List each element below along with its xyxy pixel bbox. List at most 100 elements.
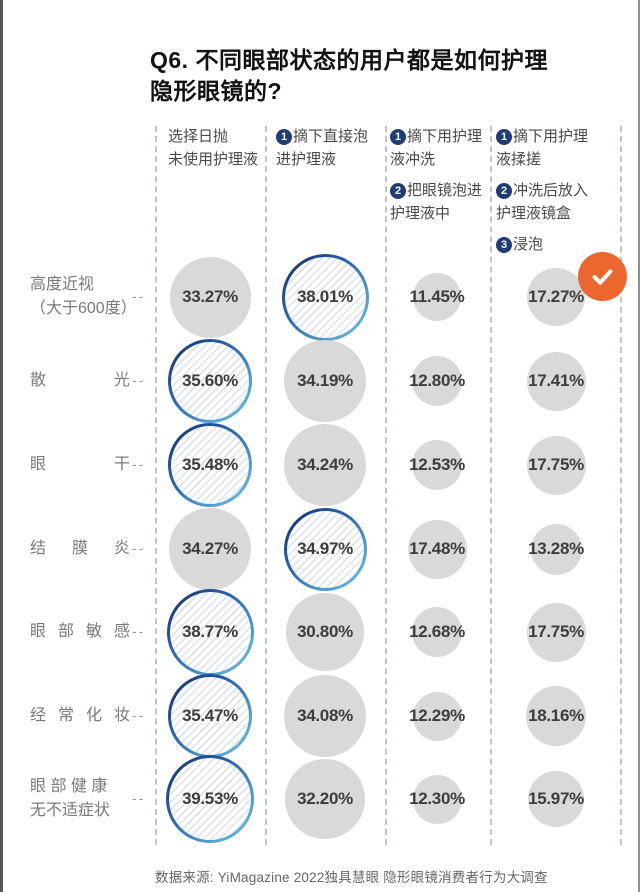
bubble: 34.19% bbox=[284, 340, 366, 422]
bubble: 34.27% bbox=[169, 508, 251, 590]
step-number-icon: 1 bbox=[390, 129, 406, 145]
bubble: 15.97% bbox=[528, 771, 584, 827]
column-header-2: 1 摘下直接泡 进护理液 bbox=[276, 126, 375, 180]
bubble: 12.80% bbox=[409, 356, 465, 406]
data-source: 数据来源: YiMagazine 2022独具慧眼 隐形眼镜消费者行为大调查 bbox=[155, 870, 548, 885]
row-tick: -- bbox=[132, 707, 146, 724]
bubble-value: 35.47% bbox=[182, 706, 238, 725]
row-tick: -- bbox=[132, 623, 146, 640]
bubble: 11.45% bbox=[410, 273, 465, 321]
bubble: 34.08% bbox=[284, 675, 366, 757]
left-border bbox=[0, 0, 3, 892]
bubble-value: 18.16% bbox=[528, 706, 584, 725]
header-step: 1 摘下用护理 液揉搓 bbox=[496, 128, 589, 168]
bubble-hatch-fill: 35.47% bbox=[171, 677, 249, 755]
bubble: 38.77% bbox=[166, 588, 254, 676]
bubble-hatch-fill: 38.01% bbox=[284, 256, 366, 338]
bubble: 17.48% bbox=[407, 519, 467, 579]
right-border bbox=[638, 0, 640, 892]
bubble: 18.16% bbox=[526, 686, 586, 746]
bubble-hatch-fill: 39.53% bbox=[169, 758, 251, 840]
bubble-value: 39.53% bbox=[182, 789, 238, 808]
step-number-icon: 3 bbox=[496, 237, 512, 253]
bubble-value: 17.41% bbox=[528, 371, 584, 390]
column-divider-3 bbox=[385, 126, 387, 845]
bubble: 12.29% bbox=[409, 691, 465, 741]
bubble: 12.30% bbox=[409, 774, 465, 824]
bubble: 13.28% bbox=[528, 523, 584, 575]
header-step: 1 摘下直接泡 进护理液 bbox=[276, 128, 369, 168]
bubble-value: 34.97% bbox=[297, 539, 353, 558]
bubble-hatch-fill: 35.60% bbox=[171, 342, 249, 420]
bubble-value: 15.97% bbox=[528, 789, 584, 808]
header-step: 2 冲洗后放入 护理液镜盒 bbox=[496, 182, 589, 222]
bubble-value: 33.27% bbox=[182, 287, 238, 306]
step-number-icon: 2 bbox=[390, 183, 406, 199]
bubble-value: 11.45% bbox=[409, 287, 465, 306]
bubble-value: 34.24% bbox=[297, 455, 353, 474]
bubble: 12.68% bbox=[409, 607, 465, 657]
highlight-check-badge bbox=[578, 252, 627, 301]
row-tick: -- bbox=[132, 790, 146, 807]
row-label: 高度近视 （大于600度） bbox=[30, 276, 137, 317]
column-divider-1 bbox=[155, 126, 157, 845]
row-tick: -- bbox=[132, 540, 146, 557]
bubble: 35.47% bbox=[168, 674, 252, 758]
bubble-value: 38.01% bbox=[297, 287, 353, 306]
bubble-value: 35.48% bbox=[182, 455, 238, 474]
row-label: 眼干 bbox=[30, 456, 130, 473]
bubble-value: 17.75% bbox=[528, 622, 584, 641]
bubble-value: 13.28% bbox=[528, 539, 584, 558]
column-header-1: 选择日抛 未使用护理液 bbox=[168, 126, 267, 180]
header-step: 2 把眼镜泡进 护理液中 bbox=[390, 182, 483, 222]
bubble: 17.75% bbox=[526, 602, 586, 662]
bubble: 35.60% bbox=[168, 339, 252, 423]
bubble-hatch-fill: 34.97% bbox=[286, 510, 364, 588]
row-label: 散光 bbox=[30, 372, 130, 389]
header-step: 1 摘下用护理 液冲洗 bbox=[390, 128, 483, 168]
bubble-hatch-fill: 38.77% bbox=[169, 591, 251, 673]
bubble: 34.24% bbox=[284, 424, 366, 506]
header-step: 3 浸泡 bbox=[496, 234, 595, 257]
header-step: 选择日抛 未使用护理液 bbox=[168, 128, 259, 168]
row-tick: -- bbox=[132, 372, 146, 389]
bubble-value: 34.27% bbox=[182, 539, 238, 558]
bubble-value: 12.29% bbox=[409, 706, 465, 725]
column-divider-5 bbox=[620, 126, 622, 845]
bubble-value: 12.68% bbox=[409, 622, 465, 641]
bubble: 17.75% bbox=[526, 435, 586, 495]
check-icon bbox=[592, 269, 613, 285]
bubble: 17.41% bbox=[526, 351, 586, 411]
column-header-3: 1 摘下用护理 液冲洗 2 把眼镜泡进 护理液中 bbox=[390, 126, 489, 234]
row-label: 结膜炎 bbox=[30, 540, 130, 557]
bubble: 39.53% bbox=[166, 755, 254, 843]
bubble-value: 30.80% bbox=[297, 622, 353, 641]
step-number-icon: 1 bbox=[496, 129, 512, 145]
bubble: 35.48% bbox=[168, 423, 252, 507]
bubble-value: 17.48% bbox=[409, 539, 465, 558]
column-header-4: 1 摘下用护理 液揉搓 2 冲洗后放入 护理液镜盒 3 浸泡 bbox=[496, 126, 595, 266]
step-number-icon: 2 bbox=[496, 183, 512, 199]
row-tick: -- bbox=[132, 456, 146, 473]
column-divider-4 bbox=[490, 126, 492, 845]
row-label: 眼 部 健 康 无不适症状 bbox=[30, 778, 111, 819]
bubble: 38.01% bbox=[281, 253, 369, 341]
bubble: 34.97% bbox=[283, 507, 367, 591]
step-number-icon: 1 bbox=[276, 129, 292, 145]
bubble-value: 34.19% bbox=[297, 371, 353, 390]
bubble: 12.53% bbox=[409, 440, 465, 490]
chart-title: Q6. 不同眼部状态的用户都是如何护理 隐形眼镜的? bbox=[150, 47, 548, 105]
bubble-value: 17.75% bbox=[528, 455, 584, 474]
bubble: 30.80% bbox=[286, 593, 364, 671]
bubble-hatch-fill: 35.48% bbox=[171, 426, 249, 504]
bubble-value: 12.80% bbox=[409, 371, 465, 390]
bubble-value: 38.77% bbox=[182, 622, 238, 641]
bubble-value: 35.60% bbox=[182, 371, 238, 390]
bubble-value: 32.20% bbox=[297, 789, 353, 808]
bubble: 17.27% bbox=[527, 268, 585, 326]
bubble-value: 17.27% bbox=[528, 287, 584, 306]
bubble: 33.27% bbox=[169, 256, 251, 338]
bubble: 32.20% bbox=[285, 759, 365, 839]
row-label: 经 常 化 妆 bbox=[30, 707, 130, 724]
column-divider-2 bbox=[265, 126, 267, 845]
